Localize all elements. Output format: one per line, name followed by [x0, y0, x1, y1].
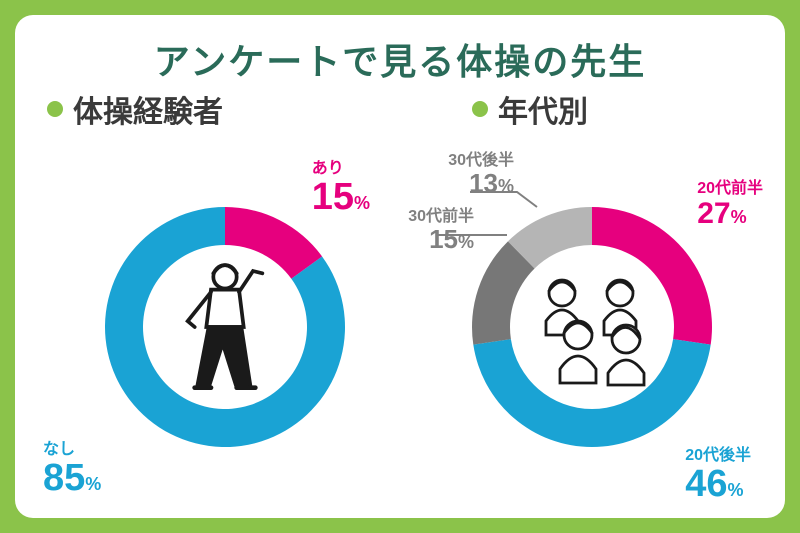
person-icon: [165, 257, 285, 397]
chart-title: アンケートで見る体操の先生: [39, 33, 761, 85]
label-late30s: 30代後半 13%: [414, 153, 514, 197]
chart-block-age: 年代別: [402, 87, 757, 507]
label-early30s: 30代前半 15%: [384, 209, 474, 253]
subtitle-1: 体操経験者: [73, 87, 223, 131]
chart-card: アンケートで見る体操の先生 体操経験者: [15, 15, 785, 518]
illustration-person: [155, 257, 295, 397]
subtitle-row-2: 年代別: [402, 87, 757, 131]
bullet-icon: [47, 101, 63, 117]
bullet-icon: [472, 101, 488, 117]
label-no: なし 85%: [43, 442, 101, 499]
subtitle-2: 年代別: [498, 87, 588, 131]
subtitle-row-1: 体操経験者: [47, 87, 402, 131]
label-late20s: 20代後半 46%: [685, 448, 751, 505]
label-yes: あり 15%: [312, 161, 370, 218]
chart-area-2: 20代前半 27% 20代後半 46% 30代前半 15% 30代後半 13%: [402, 137, 757, 507]
chart-area-1: あり 15% なし 85%: [47, 137, 402, 507]
label-early20s: 20代前半 27%: [697, 181, 763, 229]
chart-block-experience: 体操経験者: [47, 87, 402, 507]
charts-row: 体操経験者: [39, 87, 761, 507]
